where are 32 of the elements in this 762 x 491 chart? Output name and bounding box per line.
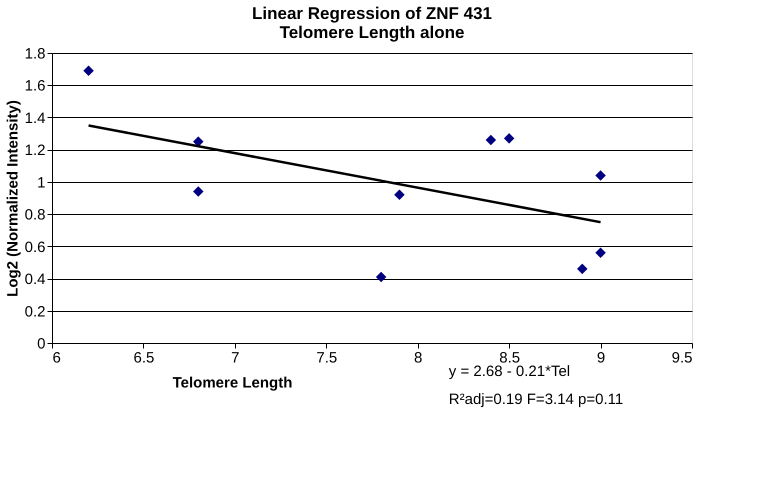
- y-tick-label: 0: [37, 336, 46, 352]
- x-tick-label: 7: [231, 350, 240, 366]
- y-tick-label: 0.6: [24, 238, 46, 256]
- y-tick-label: 0.2: [24, 303, 46, 320]
- x-tick-label: 8: [414, 350, 422, 366]
- point: [394, 190, 405, 200]
- x-tick-label: 6: [52, 350, 61, 366]
- point: [595, 170, 606, 181]
- y-tick-label: 1.8: [24, 46, 46, 62]
- point: [486, 134, 496, 146]
- text: R²adj=0.19 F=3.14 p=0.11: [448, 391, 624, 408]
- x-tick-label: 9: [596, 350, 606, 366]
- y-tick-label: 0.4: [24, 271, 46, 288]
- point: [83, 65, 94, 76]
- text: Telomere Length alone: [280, 23, 464, 42]
- point: [376, 272, 386, 282]
- y-tick-label: 1.6: [24, 78, 46, 95]
- y-tick-label: 0.8: [24, 206, 46, 224]
- point: [504, 133, 514, 144]
- point: [595, 248, 606, 258]
- y-tick-label: 1.2: [24, 142, 46, 160]
- text: Linear Regression of ZNF 431: [252, 4, 492, 23]
- point: [577, 264, 588, 274]
- x-tick-label: 9.5: [672, 350, 692, 366]
- point: [193, 186, 204, 197]
- y-tick-label: 1.4: [24, 110, 46, 127]
- point: [193, 136, 204, 147]
- x-axis-title: Telomere Length: [172, 374, 292, 392]
- y-axis-title: Log2 (Normalized Intensity): [4, 100, 22, 297]
- x-tick-label: 6.5: [134, 350, 154, 366]
- x-tick-label: 7.5: [316, 350, 338, 366]
- y-tick-label: 1: [37, 174, 46, 192]
